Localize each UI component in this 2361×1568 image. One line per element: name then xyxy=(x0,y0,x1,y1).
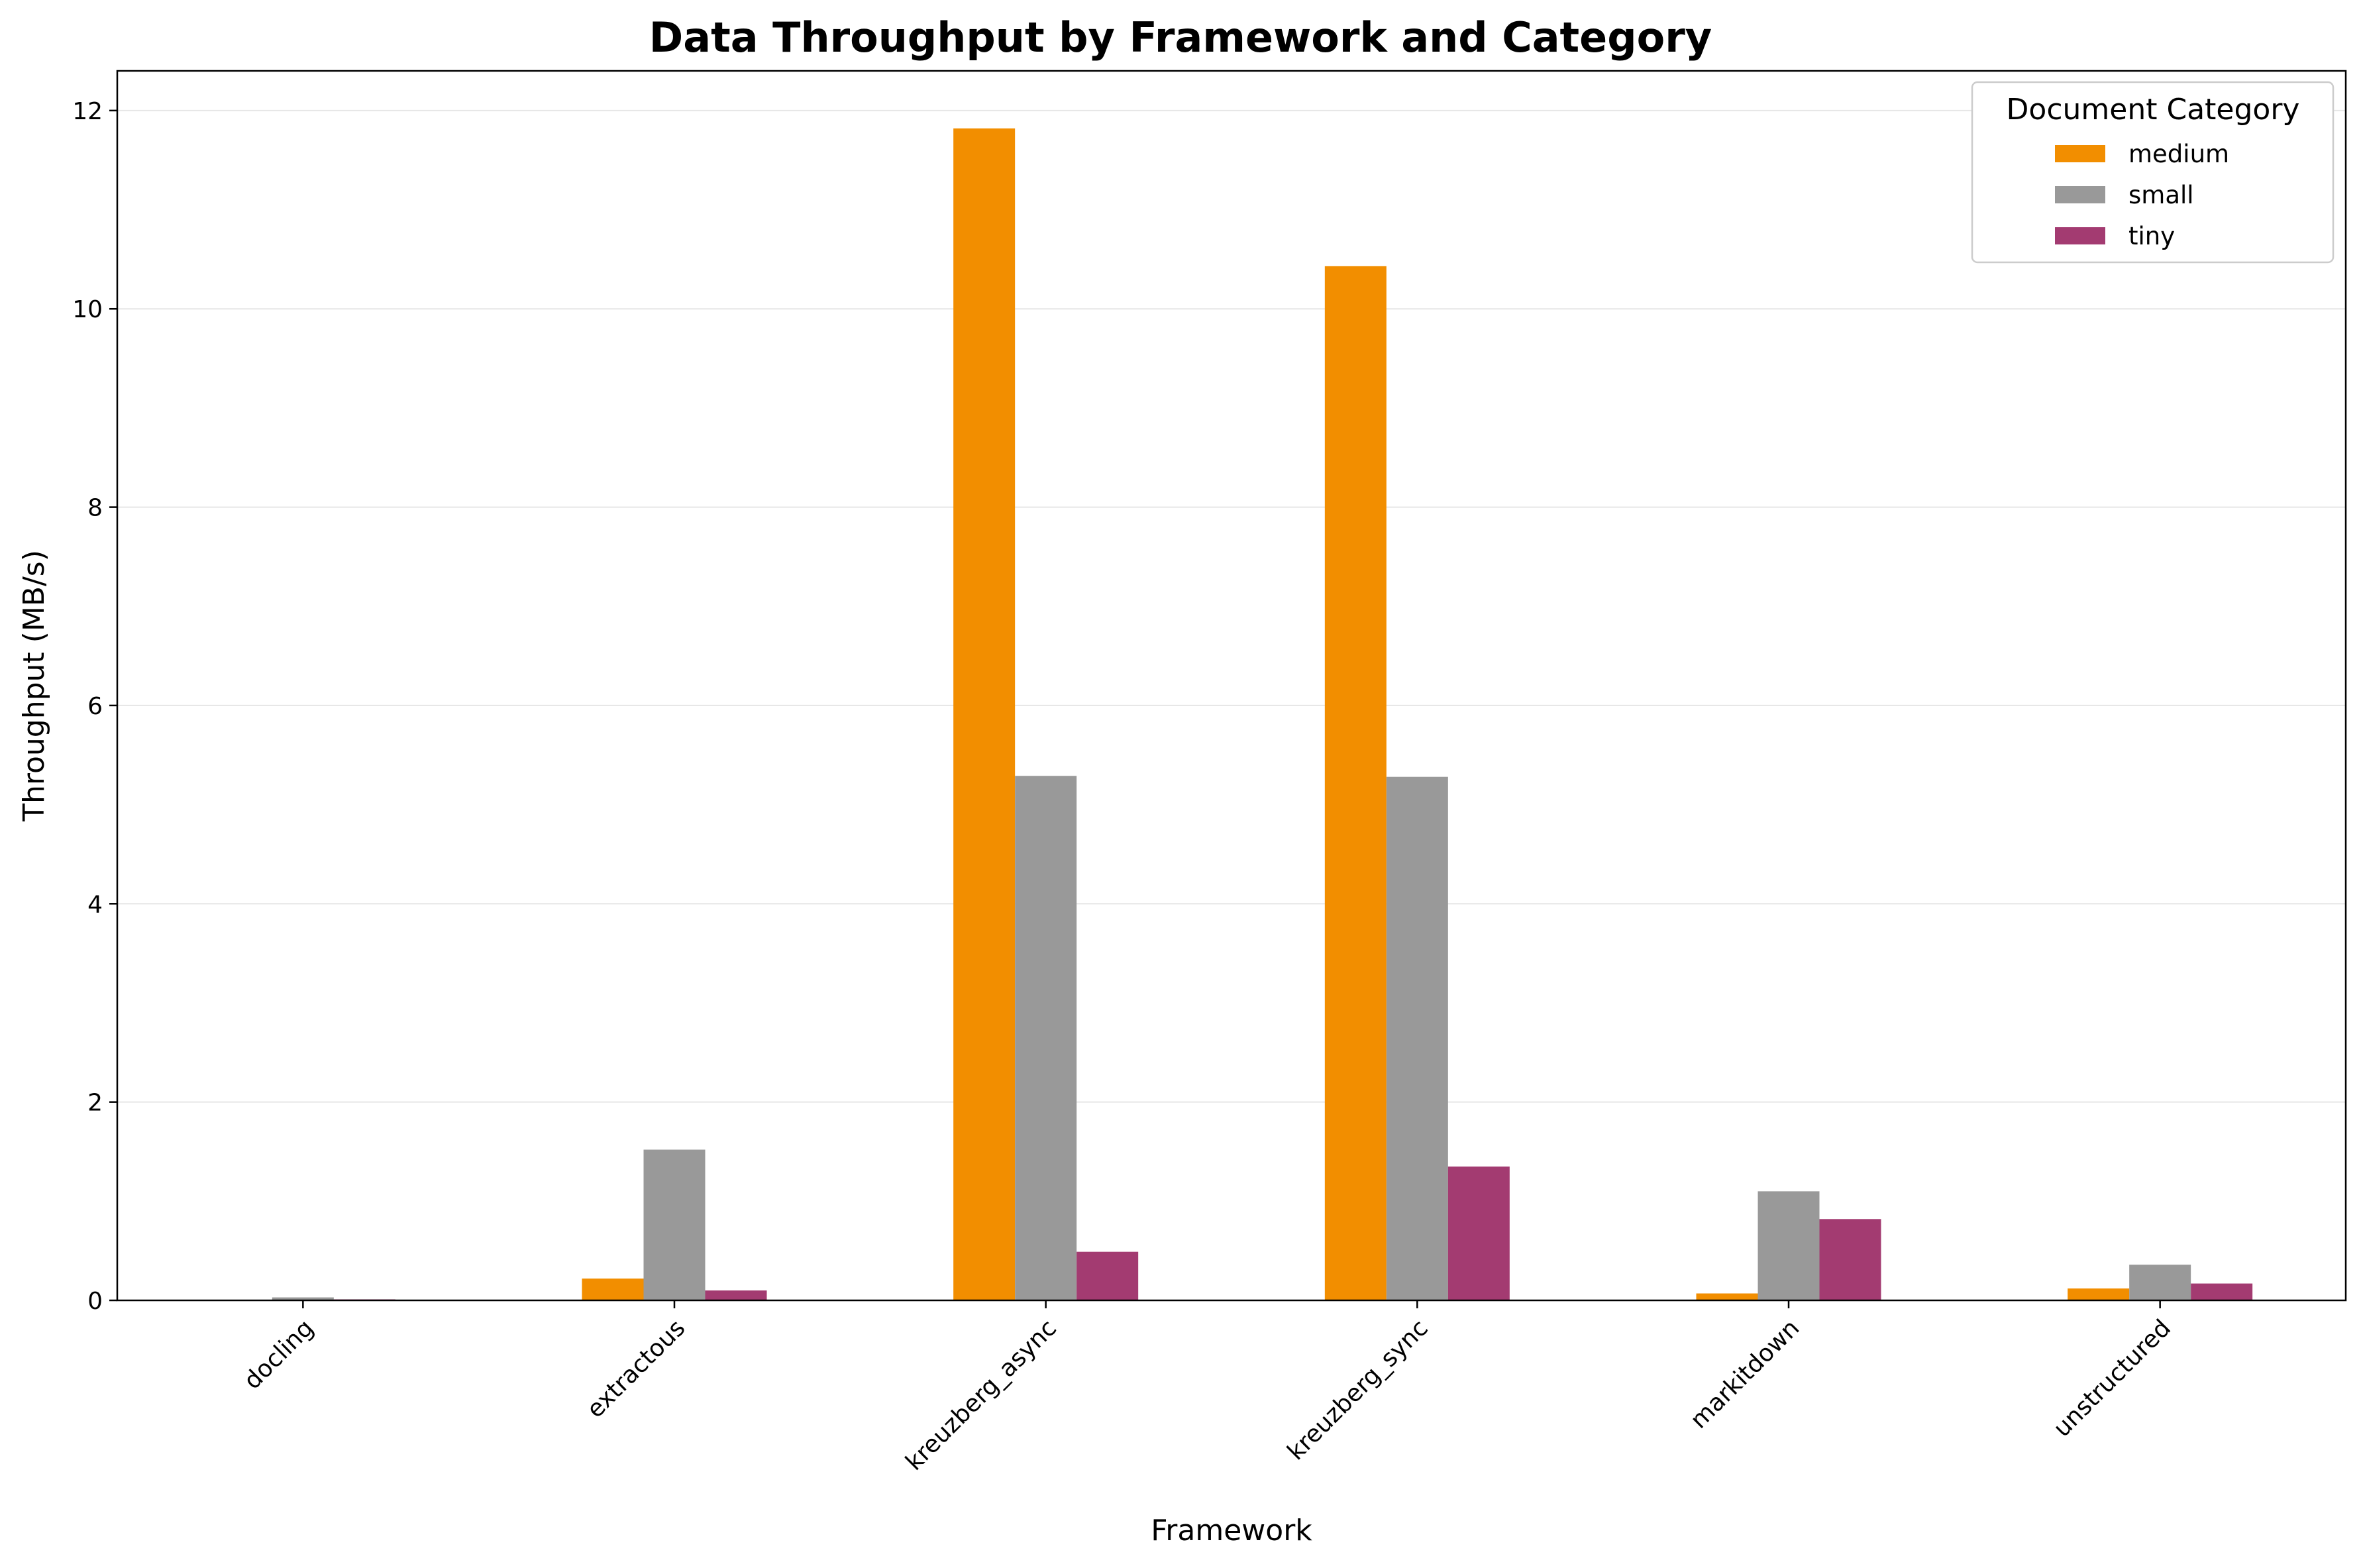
bar-medium-extractous xyxy=(582,1279,644,1300)
bar-tiny-unstructured xyxy=(2191,1283,2253,1300)
legend: Document Category medium small tiny xyxy=(1971,81,2335,264)
x-axis-label: Framework xyxy=(1151,1514,1312,1547)
bar-small-docling xyxy=(272,1297,334,1300)
x-tick-label: extractous xyxy=(582,1314,690,1423)
legend-entries: medium small tiny xyxy=(2055,140,2229,250)
bar-medium-markitdown xyxy=(1696,1293,1758,1300)
legend-swatch-small xyxy=(2055,186,2105,203)
bar-tiny-extractous xyxy=(705,1290,767,1300)
bar-small-unstructured xyxy=(2129,1265,2191,1300)
bar-small-markitdown xyxy=(1758,1191,1820,1300)
x-tick-label: kreuzberg_sync xyxy=(1283,1314,1434,1465)
bar-tiny-kreuzberg_async xyxy=(1076,1251,1139,1300)
bar-small-extractous xyxy=(643,1149,706,1300)
y-axis-ticks: 0 2 4 6 8 10 12 xyxy=(72,98,117,1315)
y-tick-label: 12 xyxy=(72,98,103,125)
bar-medium-kreuzberg_sync xyxy=(1324,266,1387,1300)
y-tick-label: 8 xyxy=(87,495,103,522)
bar-tiny-kreuzberg_sync xyxy=(1447,1166,1510,1300)
bar-medium-unstructured xyxy=(2068,1288,2130,1300)
chart-title: Data Throughput by Framework and Categor… xyxy=(649,13,1712,62)
x-axis-ticks: docling extractous kreuzberg_async kreuzber… xyxy=(239,1300,2176,1476)
legend-label-tiny: tiny xyxy=(2128,222,2175,250)
axes xyxy=(116,70,2347,1302)
grid-lines xyxy=(117,109,2346,1103)
bar-tiny-markitdown xyxy=(1819,1219,1881,1300)
y-tick-label: 0 xyxy=(87,1288,103,1315)
legend-title: Document Category xyxy=(2007,93,2300,127)
bar-small-kreuzberg_async xyxy=(1015,776,1077,1300)
x-tick-label: docling xyxy=(239,1314,319,1394)
y-tick-label: 2 xyxy=(87,1090,103,1117)
y-tick-label: 4 xyxy=(87,891,103,918)
plot-frame xyxy=(116,70,2347,1302)
legend-swatch-medium xyxy=(2055,145,2105,162)
legend-label-small: small xyxy=(2128,181,2194,209)
bars xyxy=(272,128,2253,1301)
y-tick-label: 6 xyxy=(87,693,103,720)
bar-medium-kreuzberg_async xyxy=(953,128,1016,1301)
legend-swatch-tiny xyxy=(2055,227,2105,244)
y-tick-label: 10 xyxy=(72,296,103,323)
y-axis-label: Throughput (MB/s) xyxy=(17,550,51,822)
x-tick-label: kreuzberg_async xyxy=(900,1314,1062,1476)
legend-label-medium: medium xyxy=(2128,140,2229,168)
legend-box xyxy=(1971,81,2335,264)
x-tick-label: unstructured xyxy=(2048,1314,2176,1442)
bar-small-kreuzberg_sync xyxy=(1386,776,1448,1300)
x-tick-label: markitdown xyxy=(1685,1314,1805,1434)
